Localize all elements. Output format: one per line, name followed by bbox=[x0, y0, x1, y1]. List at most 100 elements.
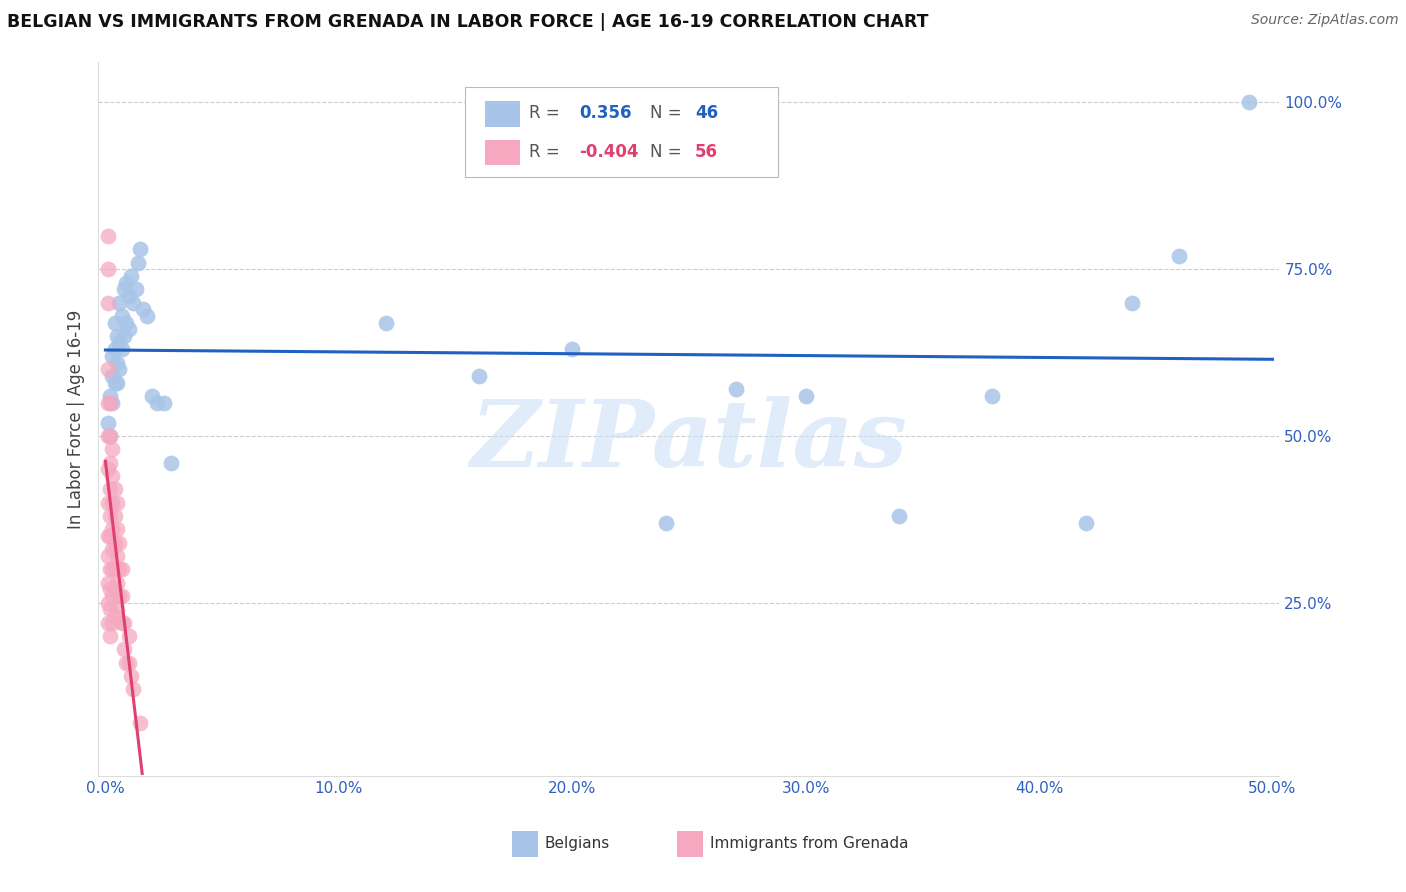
Point bbox=[152, 395, 174, 409]
Text: R =: R = bbox=[530, 104, 560, 122]
Point bbox=[127, 255, 149, 269]
Point bbox=[101, 522, 124, 536]
Point bbox=[118, 629, 141, 643]
Point bbox=[120, 268, 142, 283]
Point bbox=[159, 456, 181, 470]
Point bbox=[97, 362, 120, 376]
Point bbox=[104, 376, 127, 390]
Point bbox=[1237, 95, 1260, 110]
Point bbox=[101, 542, 124, 557]
Point bbox=[105, 602, 128, 616]
Point bbox=[724, 382, 747, 396]
Text: Immigrants from Grenada: Immigrants from Grenada bbox=[710, 836, 908, 851]
Point bbox=[105, 355, 128, 369]
Point bbox=[97, 529, 120, 543]
Point bbox=[98, 395, 121, 409]
FancyBboxPatch shape bbox=[512, 831, 537, 856]
Point bbox=[98, 456, 121, 470]
Point bbox=[97, 295, 120, 310]
Point bbox=[125, 282, 148, 296]
Point bbox=[97, 228, 120, 243]
Point bbox=[97, 395, 120, 409]
Point bbox=[97, 262, 120, 277]
Text: Belgians: Belgians bbox=[546, 836, 610, 851]
Point bbox=[101, 395, 124, 409]
Point bbox=[981, 389, 1004, 403]
Point bbox=[112, 282, 135, 296]
Text: R =: R = bbox=[530, 143, 560, 161]
Point bbox=[105, 575, 128, 590]
Point bbox=[111, 309, 134, 323]
Point bbox=[101, 442, 124, 457]
Point bbox=[97, 596, 120, 610]
Point bbox=[118, 322, 141, 336]
Point bbox=[98, 429, 121, 443]
Point bbox=[97, 615, 120, 630]
Point bbox=[104, 609, 127, 624]
Point bbox=[108, 562, 131, 576]
Point bbox=[108, 295, 131, 310]
Point bbox=[101, 349, 124, 363]
Point bbox=[104, 508, 127, 523]
Text: -0.404: -0.404 bbox=[579, 143, 638, 161]
Point bbox=[468, 368, 491, 383]
Point bbox=[111, 342, 134, 356]
Text: N =: N = bbox=[650, 143, 682, 161]
Point bbox=[112, 329, 135, 343]
Point bbox=[105, 329, 128, 343]
Point bbox=[101, 368, 124, 383]
Point bbox=[1168, 249, 1191, 263]
FancyBboxPatch shape bbox=[485, 101, 520, 127]
Point bbox=[120, 669, 142, 683]
Point bbox=[561, 342, 583, 356]
Point bbox=[104, 535, 127, 549]
Point bbox=[105, 522, 128, 536]
Point bbox=[104, 316, 127, 330]
Point bbox=[97, 416, 120, 430]
Point bbox=[98, 429, 121, 443]
Point bbox=[115, 276, 138, 290]
Point bbox=[115, 656, 138, 670]
Point bbox=[129, 715, 152, 730]
Text: 56: 56 bbox=[695, 143, 718, 161]
Text: BELGIAN VS IMMIGRANTS FROM GRENADA IN LABOR FORCE | AGE 16-19 CORRELATION CHART: BELGIAN VS IMMIGRANTS FROM GRENADA IN LA… bbox=[7, 13, 928, 31]
Point bbox=[108, 362, 131, 376]
Point bbox=[146, 395, 169, 409]
Point bbox=[105, 495, 128, 509]
Point bbox=[105, 549, 128, 563]
Point bbox=[97, 575, 120, 590]
Point bbox=[105, 376, 128, 390]
Point bbox=[108, 589, 131, 603]
Point bbox=[111, 615, 134, 630]
Point bbox=[98, 508, 121, 523]
Y-axis label: In Labor Force | Age 16-19: In Labor Force | Age 16-19 bbox=[66, 310, 84, 529]
Point bbox=[101, 589, 124, 603]
Point bbox=[111, 562, 134, 576]
Text: ZIPatlas: ZIPatlas bbox=[471, 396, 907, 485]
Point bbox=[101, 495, 124, 509]
Point bbox=[887, 508, 910, 523]
Point bbox=[101, 562, 124, 576]
Point bbox=[101, 469, 124, 483]
Point bbox=[104, 483, 127, 497]
Point bbox=[111, 589, 134, 603]
Text: Source: ZipAtlas.com: Source: ZipAtlas.com bbox=[1251, 13, 1399, 28]
Point bbox=[118, 656, 141, 670]
Point bbox=[104, 342, 127, 356]
Point bbox=[101, 615, 124, 630]
Point bbox=[97, 462, 120, 476]
Text: 46: 46 bbox=[695, 104, 718, 122]
Point bbox=[98, 582, 121, 597]
Point bbox=[104, 562, 127, 576]
Point bbox=[97, 549, 120, 563]
Point bbox=[122, 295, 145, 310]
Point bbox=[118, 289, 141, 303]
Point bbox=[129, 242, 152, 256]
Point bbox=[112, 642, 135, 657]
Point bbox=[1074, 516, 1097, 530]
Point bbox=[132, 302, 155, 317]
Point bbox=[98, 629, 121, 643]
FancyBboxPatch shape bbox=[485, 140, 520, 165]
Point bbox=[112, 615, 135, 630]
Point bbox=[97, 495, 120, 509]
